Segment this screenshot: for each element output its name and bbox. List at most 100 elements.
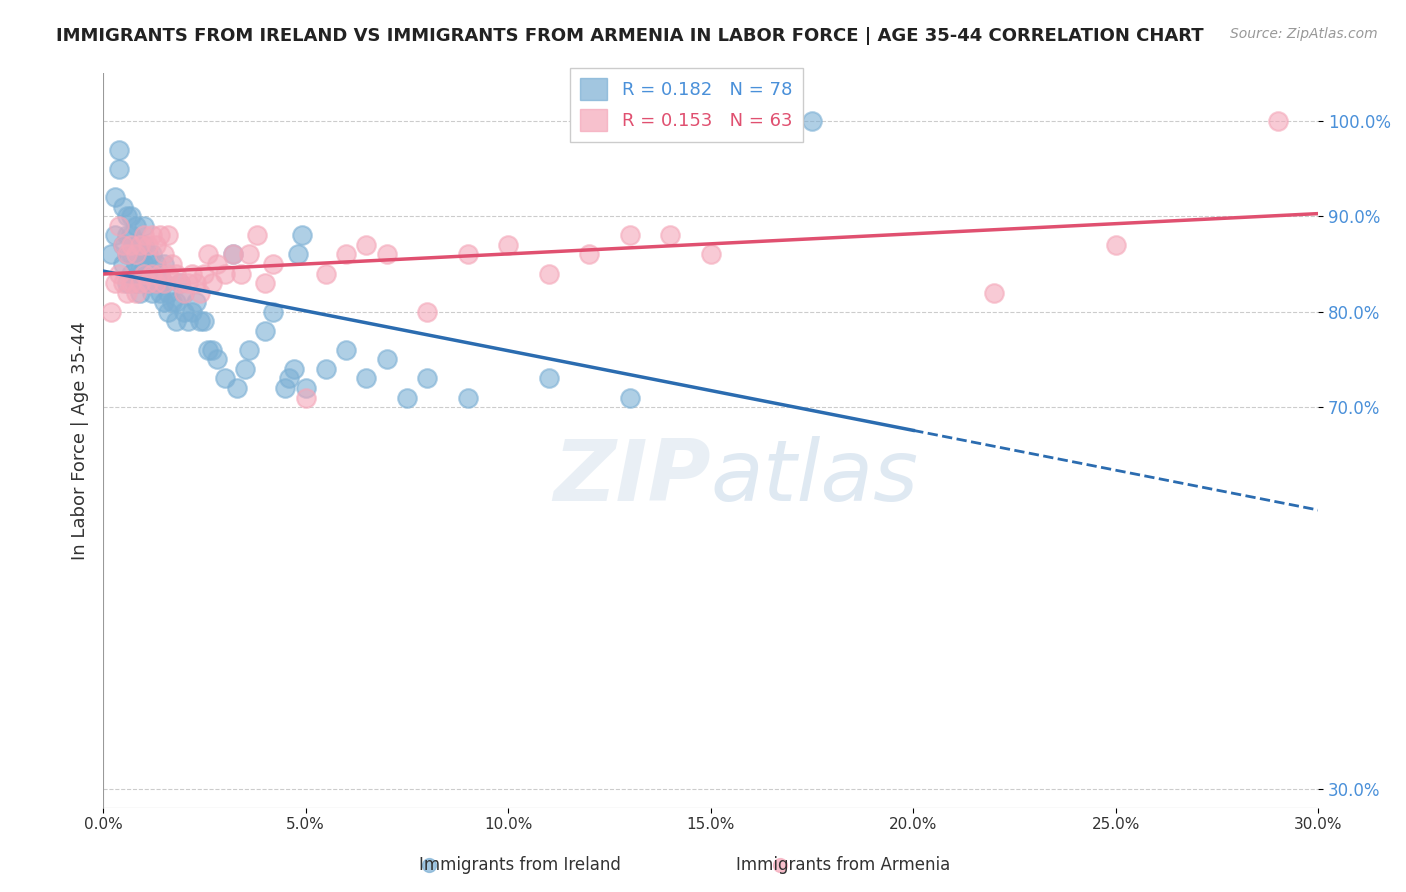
Point (186, 276, 208, 290)
Point (124, 238, 146, 252)
Point (104, 276, 127, 290)
Point (537, 371, 560, 385)
Point (145, 238, 167, 252)
Point (181, 267, 204, 281)
Point (108, 161, 131, 176)
Point (112, 276, 135, 290)
Point (145, 276, 167, 290)
Point (132, 257, 155, 271)
Point (136, 276, 159, 290)
Point (156, 228, 179, 243)
Point (291, 228, 314, 243)
Legend: R = 0.182   N = 78, R = 0.153   N = 63: R = 0.182 N = 78, R = 0.153 N = 63 (569, 68, 803, 143)
Point (132, 228, 155, 243)
Point (149, 285, 172, 300)
Point (416, 371, 439, 385)
Point (287, 247, 309, 261)
Point (121, 247, 143, 261)
Point (145, 276, 167, 290)
Point (197, 343, 219, 357)
Text: Immigrants from Armenia: Immigrants from Armenia (737, 855, 950, 873)
Text: ZIP: ZIP (553, 435, 710, 518)
Point (108, 219, 131, 233)
Point (149, 267, 172, 281)
Text: atlas: atlas (710, 435, 918, 518)
Point (537, 267, 560, 281)
Point (274, 381, 297, 395)
Point (124, 285, 146, 300)
Point (112, 238, 135, 252)
Point (100, 304, 122, 318)
Point (496, 238, 519, 252)
Point (246, 228, 269, 243)
Point (457, 391, 479, 405)
Text: IMMIGRANTS FROM IRELAND VS IMMIGRANTS FROM ARMENIA IN LABOR FORCE | AGE 35-44 CO: IMMIGRANTS FROM IRELAND VS IMMIGRANTS FR… (56, 27, 1204, 45)
Point (283, 362, 305, 376)
Point (173, 304, 195, 318)
Point (233, 362, 256, 376)
Point (149, 228, 172, 243)
Point (153, 276, 176, 290)
Point (254, 276, 277, 290)
Point (254, 324, 277, 338)
Point (141, 247, 163, 261)
Point (121, 267, 143, 281)
Point (112, 200, 135, 214)
Point (201, 276, 224, 290)
Point (141, 267, 163, 281)
Point (169, 276, 191, 290)
Text: Immigrants from Ireland: Immigrants from Ireland (419, 855, 621, 873)
Point (205, 257, 228, 271)
Point (153, 276, 176, 290)
Point (108, 267, 131, 281)
Point (356, 238, 378, 252)
Point (160, 295, 183, 310)
Point (699, 247, 721, 261)
Point (132, 238, 155, 252)
Point (136, 238, 159, 252)
Point (619, 228, 641, 243)
Point (222, 247, 245, 261)
Point (117, 276, 139, 290)
Y-axis label: In Labor Force | Age 35-44: In Labor Force | Age 35-44 (72, 321, 89, 560)
Point (149, 267, 172, 281)
Point (169, 276, 191, 290)
Point (181, 304, 204, 318)
Point (262, 304, 284, 318)
Point (188, 285, 211, 300)
Point (214, 371, 236, 385)
Point (117, 228, 139, 243)
Point (128, 276, 150, 290)
Point (294, 391, 316, 405)
Point (124, 247, 146, 261)
Point (128, 247, 150, 261)
Point (294, 381, 316, 395)
Point (156, 267, 179, 281)
Point (222, 247, 245, 261)
Point (395, 391, 418, 405)
Point (315, 362, 337, 376)
Point (108, 143, 131, 157)
Point (801, 114, 824, 128)
Point (117, 285, 139, 300)
Point (124, 276, 146, 290)
Point (335, 343, 357, 357)
Point (177, 314, 200, 328)
Point (173, 285, 195, 300)
Point (136, 267, 159, 281)
Point (177, 276, 200, 290)
Point (416, 304, 439, 318)
Point (165, 267, 187, 281)
Point (193, 314, 215, 328)
Point (578, 247, 600, 261)
Point (104, 228, 127, 243)
Point (145, 257, 167, 271)
Point (141, 267, 163, 281)
Point (619, 391, 641, 405)
Point (229, 267, 252, 281)
Point (132, 276, 155, 290)
Point (117, 209, 139, 223)
Point (238, 343, 260, 357)
Point (156, 285, 179, 300)
Point (165, 295, 187, 310)
